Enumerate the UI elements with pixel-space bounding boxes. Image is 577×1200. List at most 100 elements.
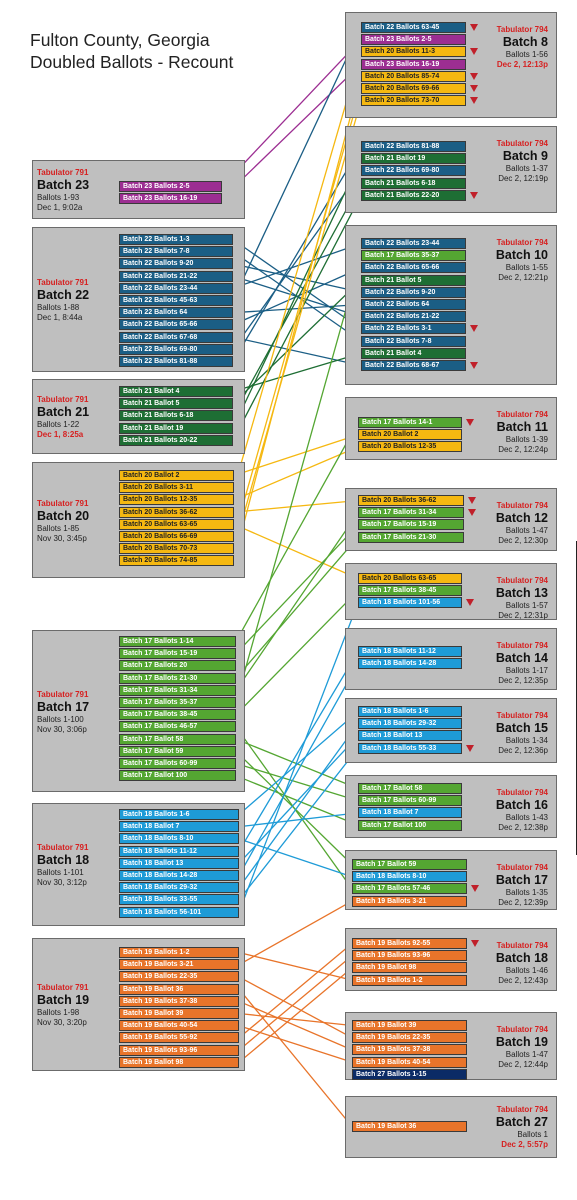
batch-info: Tabulator 794 Batch 9 Ballots 1-37 Dec 2, 1…	[497, 139, 548, 184]
ballot-chip: Batch 18 Ballot 7	[119, 821, 239, 833]
reversed-order-flag-icon	[466, 744, 474, 752]
scan-date: Dec 2, 12:39p	[498, 898, 548, 907]
tabulator-label: Tabulator 791	[37, 690, 89, 699]
batch-name: Batch 14	[495, 651, 548, 665]
ballot-chip: Batch 17 Ballots 35-37	[361, 250, 466, 262]
connector-line	[238, 735, 359, 864]
ballot-chip: Batch 17 Ballots 20	[119, 660, 236, 672]
reversed-order-flag-icon	[470, 362, 478, 369]
ballot-chip: Batch 18 Ballot 13	[358, 730, 462, 742]
ballot-chip: Batch 21 Ballot 5	[361, 274, 466, 286]
ballot-range: Ballots 1-47	[505, 526, 548, 535]
tabulator-label: Tabulator 794	[496, 410, 548, 419]
ballot-range: Ballots 1-98	[37, 1008, 80, 1017]
ballot-chip: Batch 22 Ballots 69-80	[119, 343, 233, 355]
batch-info: Tabulator 794 Batch 16 Ballots 1-43 Dec 2, …	[496, 788, 548, 833]
tabulator-label: Tabulator 794	[496, 238, 548, 247]
tabulator-label: Tabulator 794	[496, 641, 548, 650]
connector-line	[232, 352, 362, 393]
ballot-chip: Batch 22 Ballots 65-66	[119, 319, 233, 331]
ballot-chip: Batch 17 Ballot 100	[119, 770, 236, 782]
tabulator-label: Tabulator 794	[496, 139, 548, 148]
ballot-chip: Batch 20 Ballots 63-65	[119, 518, 234, 530]
ballot-chip: Batch 21 Ballots 20-22	[119, 434, 233, 446]
ballot-range: Ballots 1-22	[37, 420, 80, 429]
ballot-chip: Batch 20 Ballots 73-70	[361, 95, 466, 107]
reversed-order-flag-icon	[468, 497, 476, 504]
ballot-chip: Batch 22 Ballots 64	[119, 307, 233, 319]
connector-line	[238, 838, 353, 878]
ballot-chip: Batch 20 Ballot 2	[119, 470, 234, 481]
ballot-chip: Batch 20 Ballots 12-35	[119, 494, 234, 506]
ballot-chip: Batch 20 Ballots 63-65	[358, 573, 462, 584]
ballot-range: Ballots 1-56	[505, 50, 548, 59]
connector-line	[232, 336, 362, 367]
title-line-1: Fulton County, Georgia	[30, 30, 210, 50]
ballot-chip: Batch 27 Ballots 1-15	[352, 1068, 467, 1080]
batch-name: Batch 15	[495, 721, 548, 735]
connector-line	[235, 512, 359, 691]
connector-line	[238, 951, 353, 981]
scan-date: Nov 30, 3:12p	[37, 878, 87, 887]
connector-line	[238, 711, 359, 815]
ballot-range: Ballots 1-35	[505, 888, 548, 897]
batch-name: Batch 12	[495, 511, 548, 525]
ballot-chip: Batch 17 Ballots 46-57	[119, 721, 236, 733]
ballot-chip: Batch 17 Ballots 35-37	[119, 697, 236, 708]
ballot-chip: Batch 22 Ballots 81-88	[361, 141, 466, 152]
ballot-chip: Batch 19 Ballots 55-92	[119, 1032, 239, 1044]
ballot-chip: Batch 22 Ballots 3-1	[361, 323, 466, 335]
tabulator-label: Tabulator 794	[496, 711, 548, 720]
ballot-chip: Batch 23 Ballots 16-19	[361, 58, 466, 70]
batch-info: Tabulator 794 Batch 15 Ballots 1-34 Dec 2, …	[496, 711, 548, 756]
connector-line	[235, 536, 359, 679]
batch-info: Tabulator 794 Batch 14 Ballots 1-17 Dec 2, …	[496, 641, 548, 686]
ballot-chip: Batch 19 Ballots 1-2	[352, 974, 467, 986]
ballot-chip: Batch 18 Ballots 33-55	[119, 894, 239, 906]
tabulator-label: Tabulator 794	[496, 863, 548, 872]
ballot-chip: Batch 19 Ballots 22-35	[119, 971, 239, 983]
connector-line	[232, 267, 362, 326]
ballot-range: Ballots 1-17	[505, 666, 548, 675]
ballot-chip: Batch 17 Ballot 59	[352, 859, 467, 870]
scan-date: Dec 2, 12:44p	[498, 1060, 548, 1069]
ballot-chip: Batch 20 Ballots 36-62	[358, 495, 464, 506]
reversed-order-flag-icon	[470, 191, 478, 199]
scan-date: Dec 2, 12:24p	[498, 445, 548, 454]
connector-line	[233, 523, 359, 580]
ballot-chip: Batch 17 Ballots 15-19	[358, 519, 464, 531]
ballot-chip: Batch 22 Ballots 21-22	[119, 270, 233, 282]
ballot-chip: Batch 17 Ballots 31-34	[358, 507, 464, 519]
connector-line	[233, 434, 359, 477]
ballot-range: Ballots 1-34	[505, 736, 548, 745]
connector-line	[235, 750, 353, 865]
ballot-chip: Batch 21 Ballot 4	[361, 347, 466, 359]
connector-line	[238, 1025, 353, 1063]
tabulator-label: Tabulator 794	[496, 25, 548, 34]
scan-date: Dec 2, 12:38p	[498, 823, 548, 832]
connector-line	[235, 422, 359, 642]
batch-info: Tabulator 794 Batch 18 Ballots 1-46 Dec 2, …	[496, 941, 548, 986]
tabulator-label: Tabulator 791	[37, 983, 89, 992]
batch-info: Tabulator 791 Batch 20 Ballots 1-85 Nov 30,…	[37, 499, 89, 544]
ballot-chip: Batch 17 Ballots 21-30	[358, 531, 464, 543]
connector-line	[235, 524, 359, 655]
ballot-chip: Batch 21 Ballot 5	[119, 398, 233, 410]
scan-date: Dec 2, 12:35p	[498, 676, 548, 685]
batch-name: Batch 10	[495, 248, 548, 262]
batch-info: Tabulator 791 Batch 18 Ballots 1-101 Nov 30…	[37, 843, 89, 888]
ballot-chip: Batch 19 Ballot 36	[119, 983, 239, 995]
connector-line	[233, 446, 359, 501]
ballot-chip: Batch 18 Ballots 14-28	[358, 658, 462, 670]
ballot-range: Ballots 1	[517, 1130, 548, 1139]
scan-date: Dec 2, 12:30p	[498, 536, 548, 545]
batch-name: Batch 16	[495, 798, 548, 812]
ballot-chip: Batch 22 Ballots 67-68	[119, 331, 233, 343]
reversed-order-flag-icon	[470, 325, 478, 333]
tabulator-label: Tabulator 791	[37, 278, 89, 287]
ballot-chip: Batch 20 Ballots 3-11	[119, 482, 234, 494]
batch-info: Tabulator 794 Batch 11 Ballots 1-39 Dec 2, …	[497, 410, 548, 455]
connector-line	[232, 242, 362, 289]
ballot-chip: Batch 20 Ballots 11-3	[361, 46, 466, 58]
